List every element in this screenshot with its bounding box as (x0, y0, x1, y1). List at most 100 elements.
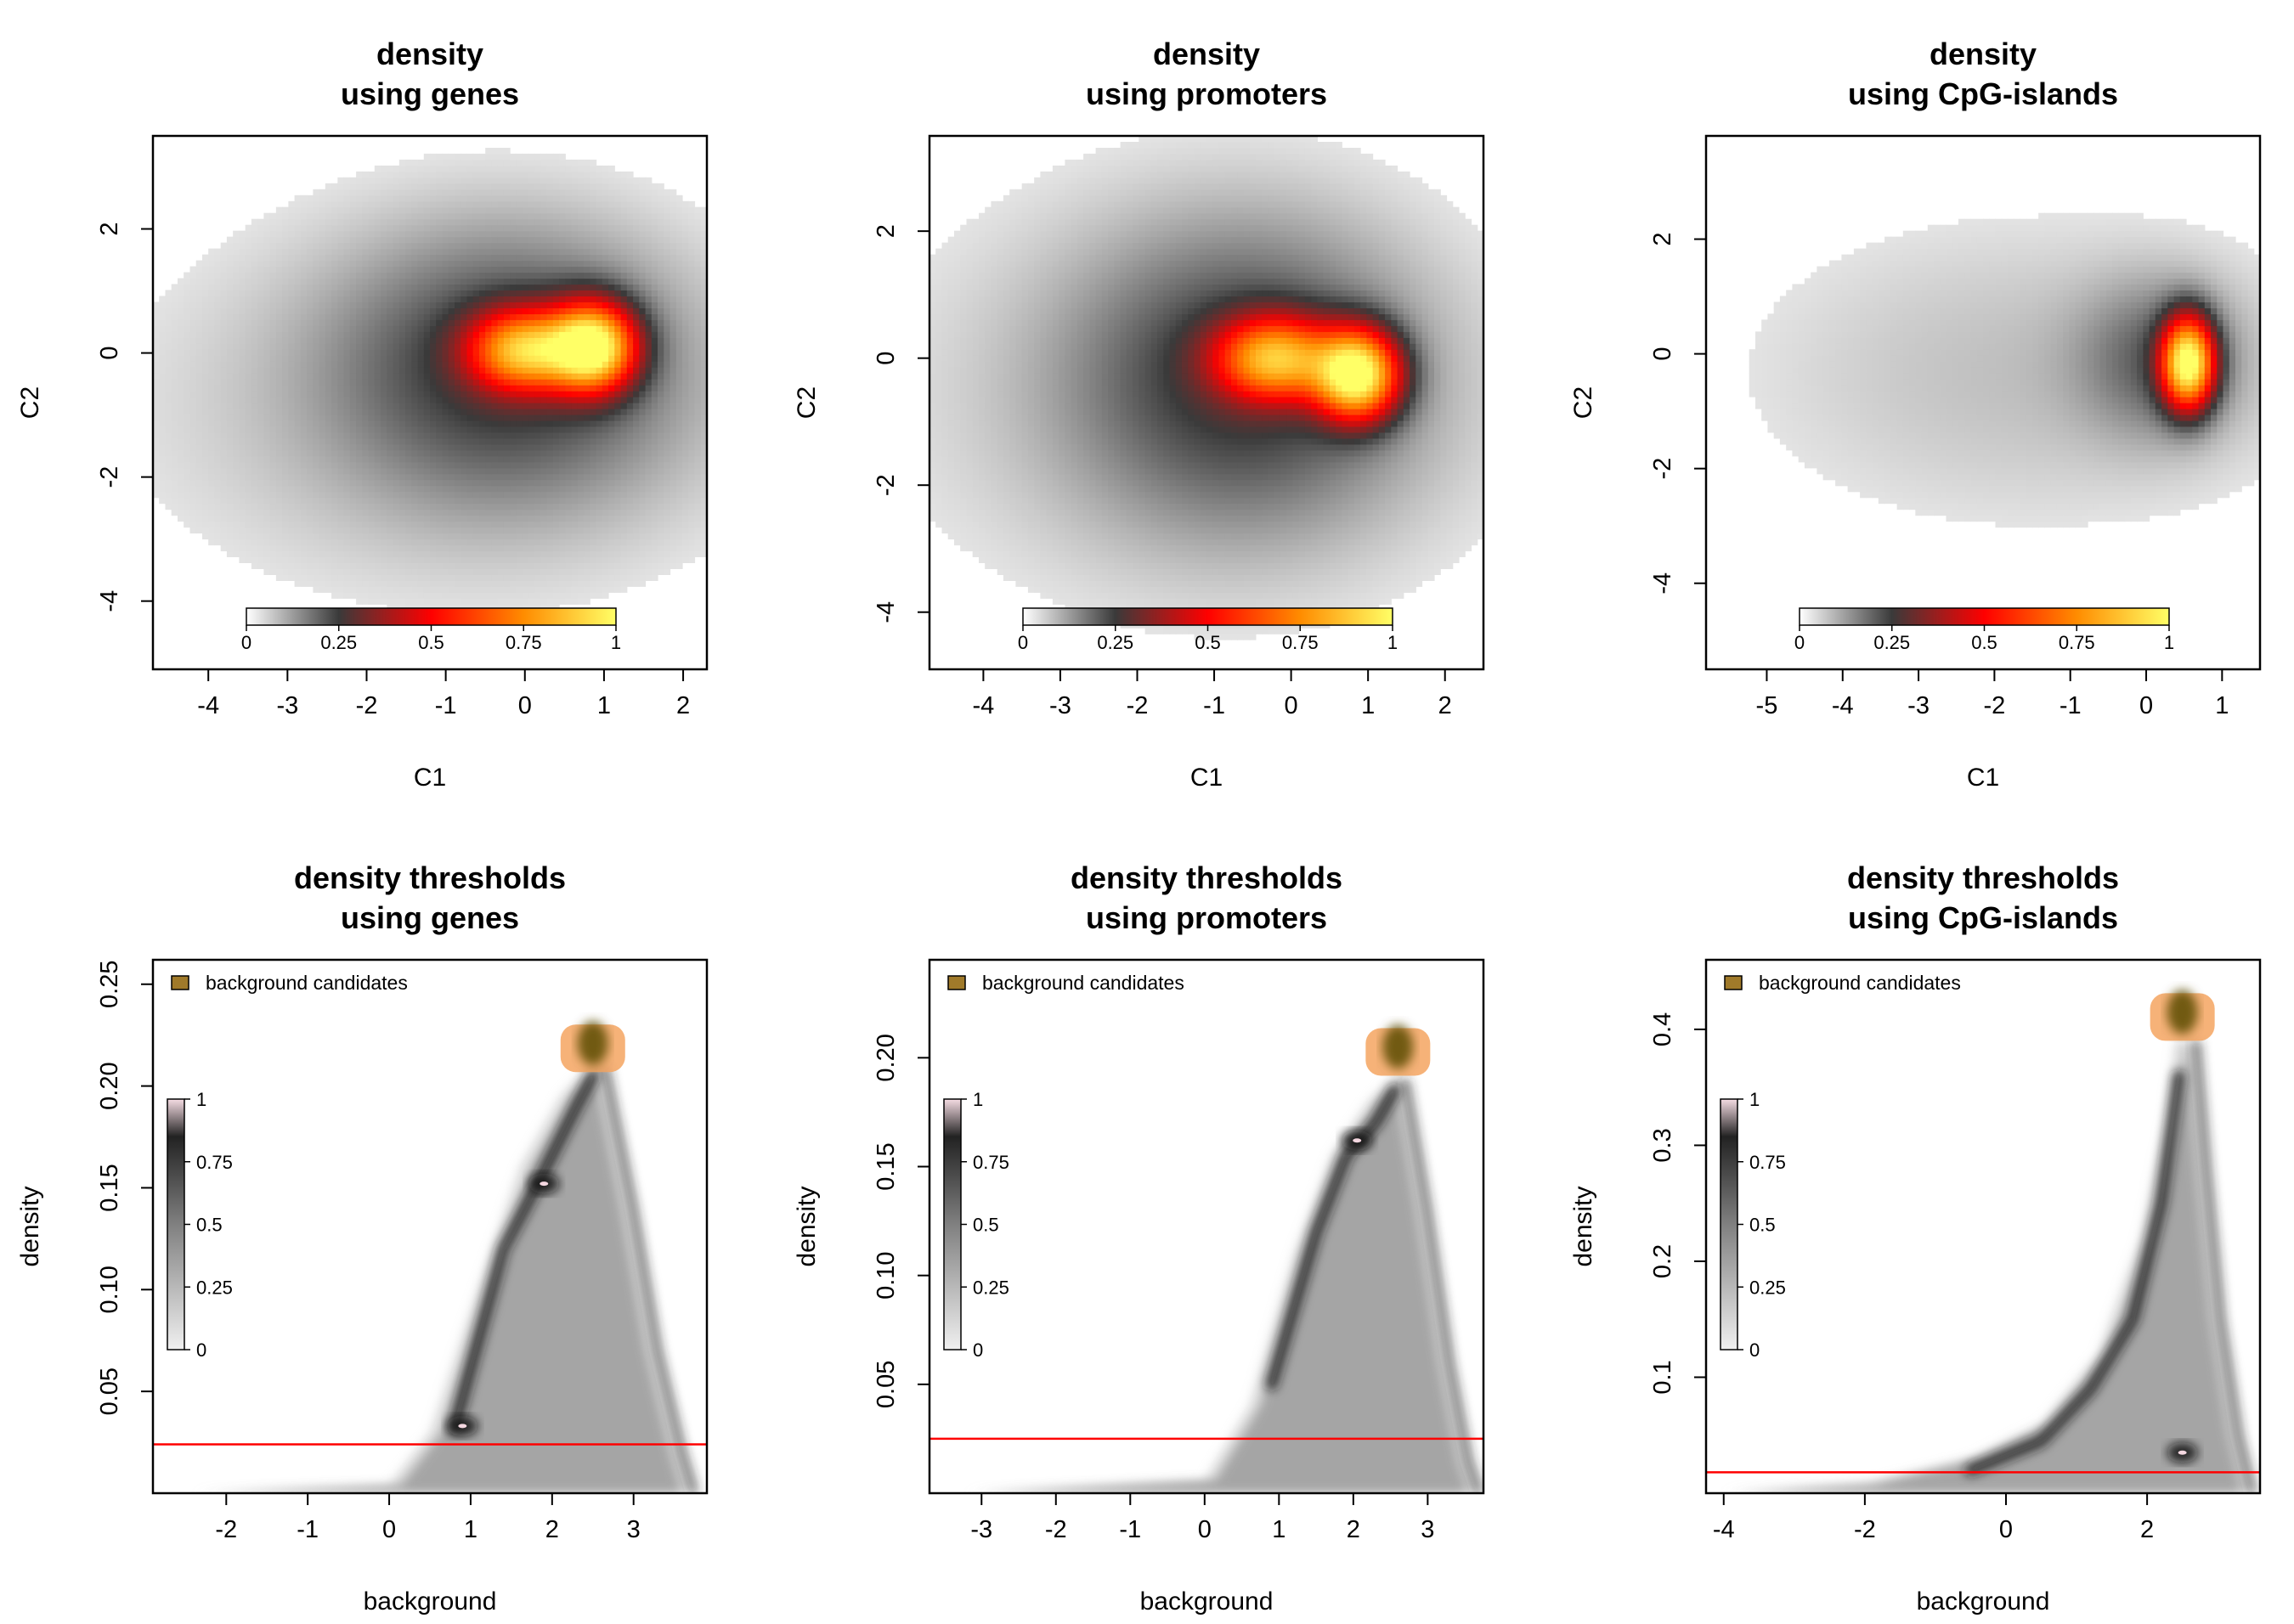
heatmap-cell (331, 580, 338, 587)
heatmap-cell (423, 550, 431, 557)
heatmap-cell (503, 485, 511, 493)
heatmap-cell (423, 580, 431, 587)
heatmap-cell (430, 461, 437, 469)
heatmap-cell (214, 497, 222, 505)
heatmap-cell (528, 443, 535, 451)
heatmap-cell (337, 455, 345, 463)
heatmap-cell (571, 497, 579, 505)
heatmap-cell (584, 272, 590, 279)
heatmap-cell (251, 319, 258, 326)
heatmap-cell (479, 331, 486, 338)
heatmap-cell (503, 455, 511, 463)
heatmap-cell (245, 343, 252, 350)
heatmap-cell (387, 497, 394, 505)
heatmap-cell (319, 497, 326, 505)
heatmap-cell (485, 183, 492, 190)
heatmap-cell (455, 236, 461, 244)
heatmap-cell (337, 218, 345, 226)
heatmap-cell (417, 266, 425, 273)
heatmap-cell (528, 461, 535, 469)
heatmap-cell (577, 461, 585, 469)
heatmap-cell (288, 331, 296, 338)
heatmap-cell (220, 491, 228, 499)
heatmap-cell (571, 397, 579, 403)
heatmap-cell (510, 562, 517, 569)
heatmap-cell (202, 521, 209, 528)
heatmap-cell (300, 437, 308, 445)
heatmap-cell (275, 367, 283, 374)
heatmap-cell (590, 361, 597, 368)
heatmap-cell (503, 467, 511, 475)
heatmap-cell (374, 278, 381, 285)
heatmap-cell (596, 200, 603, 208)
heatmap-cell (325, 242, 332, 250)
heatmap-cell (275, 403, 283, 409)
heatmap-cell (275, 224, 283, 232)
heatmap-cell (540, 260, 548, 268)
heatmap-cell (275, 337, 283, 344)
heatmap-cell (307, 550, 314, 557)
heatmap-cell (584, 284, 590, 290)
heatmap-cell (522, 284, 529, 290)
heatmap-cell (269, 515, 277, 522)
heatmap-cell (245, 467, 252, 475)
heatmap-cell (331, 206, 338, 214)
heatmap-cell (479, 248, 486, 256)
heatmap-cell (263, 337, 271, 344)
heatmap-cell (510, 527, 517, 534)
heatmap-cell (516, 379, 523, 386)
heatmap-cell (436, 391, 443, 398)
heatmap-cell (393, 491, 400, 499)
heatmap-cell (497, 414, 505, 421)
heatmap-cell (398, 177, 406, 184)
heatmap-cell (485, 212, 492, 220)
heatmap-cell (362, 568, 370, 575)
heatmap-cell (534, 325, 541, 332)
heatmap-cell (436, 550, 443, 557)
heatmap-cell (349, 533, 357, 540)
heatmap-cell (417, 420, 425, 427)
heatmap-cell (522, 521, 529, 528)
heatmap-cell (288, 527, 296, 534)
heatmap-cell (171, 391, 178, 398)
heatmap-cell (479, 539, 486, 546)
heatmap-cell (251, 431, 258, 439)
heatmap-cell (430, 159, 437, 166)
heatmap-cell (417, 242, 425, 250)
heatmap-cell (608, 586, 615, 593)
heatmap-cell (343, 337, 351, 344)
heatmap-cell (552, 497, 560, 505)
heatmap-cell (590, 183, 597, 190)
heatmap-cell (313, 242, 320, 250)
heatmap-cell (282, 218, 289, 226)
heatmap-cell (405, 307, 412, 314)
heatmap-cell (516, 189, 523, 196)
heatmap-cell (565, 373, 573, 380)
heatmap-cell (448, 414, 455, 421)
heatmap-cell (282, 455, 289, 463)
heatmap-cell (590, 272, 597, 279)
heatmap-cell (178, 379, 184, 386)
heatmap-cell (233, 349, 240, 356)
heatmap-cell (460, 556, 467, 563)
heatmap-cell (189, 409, 197, 415)
heatmap-cell (319, 485, 326, 493)
heatmap-cell (202, 355, 209, 362)
heatmap-cell (442, 337, 449, 344)
heatmap-cell (195, 337, 203, 344)
heatmap-cell (584, 302, 590, 308)
heatmap-cell (184, 479, 190, 487)
heatmap-cell (368, 544, 376, 552)
heatmap-cell (387, 521, 394, 528)
heatmap-cell (220, 515, 228, 522)
heatmap-cell (405, 248, 412, 256)
heatmap-cell (325, 497, 332, 505)
heatmap-cell (540, 206, 548, 214)
heatmap-cell (540, 473, 548, 481)
heatmap-cell (294, 479, 302, 487)
heatmap-cell (559, 521, 566, 528)
heatmap-cell (608, 533, 615, 540)
heatmap-cell (178, 337, 184, 344)
heatmap-cell (159, 397, 166, 403)
heatmap-cell (184, 426, 190, 433)
